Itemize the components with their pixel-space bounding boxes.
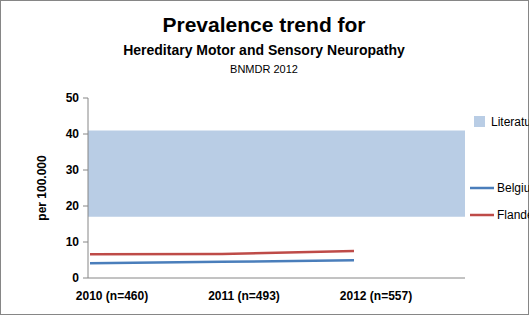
y-tick [83, 278, 88, 279]
y-tick-label: 50 [66, 91, 80, 105]
y-tick [83, 242, 88, 243]
x-tick-label: 2012 (n=557) [340, 289, 412, 303]
literature-band [88, 130, 465, 216]
y-tick [83, 206, 88, 207]
y-tick [83, 170, 88, 171]
chart: Prevalence trend for Hereditary Motor and… [0, 0, 529, 315]
y-axis-label: per 100.000 [35, 155, 49, 221]
legend-label: Belgium [497, 181, 529, 195]
y-tick [83, 98, 88, 99]
legend-label: Literature [491, 115, 529, 129]
title: Prevalence trend for [162, 13, 365, 36]
y-tick-label: 0 [72, 271, 79, 285]
y-tick [83, 134, 88, 135]
y-tick-label: 30 [66, 163, 80, 177]
legend-label: Flanders [497, 208, 529, 222]
plot-area [88, 130, 465, 263]
y-tick-label: 40 [66, 127, 80, 141]
y-tick-label: 20 [66, 199, 80, 213]
annotation: BNMDR 2012 [230, 63, 298, 75]
x-tick-label: 2011 (n=493) [208, 289, 280, 303]
series-line [90, 260, 354, 263]
series-line [90, 251, 354, 254]
chart-frame [1, 1, 529, 315]
x-axis [88, 278, 465, 279]
subtitle: Hereditary Motor and Sensory Neuropathy [123, 42, 405, 58]
y-axis [88, 98, 89, 278]
y-tick-label: 10 [66, 235, 80, 249]
legend-swatch [470, 214, 494, 217]
legend-swatch [470, 187, 494, 190]
x-tick-label: 2010 (n=460) [76, 289, 148, 303]
legend-swatch [474, 116, 485, 127]
